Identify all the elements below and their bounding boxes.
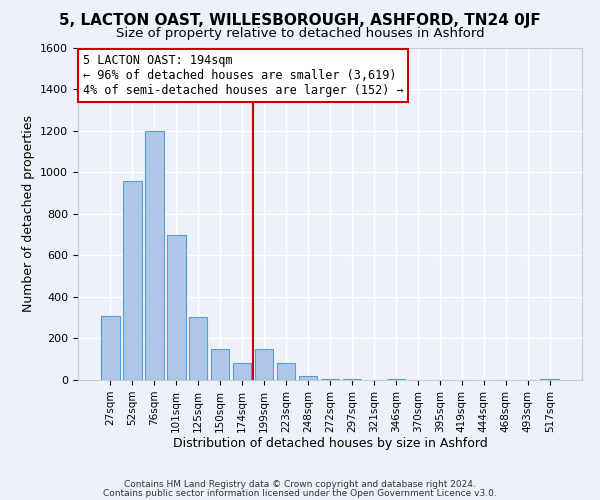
Bar	[167, 234, 185, 380]
Bar	[320, 379, 340, 380]
Text: Contains HM Land Registry data © Crown copyright and database right 2024.: Contains HM Land Registry data © Crown c…	[124, 480, 476, 489]
Y-axis label: Number of detached properties: Number of detached properties	[22, 116, 35, 312]
Bar	[386, 379, 405, 380]
Bar	[233, 364, 251, 380]
Bar	[255, 349, 274, 380]
Bar	[101, 316, 119, 380]
Bar	[299, 376, 317, 380]
Bar	[145, 130, 164, 380]
X-axis label: Distribution of detached houses by size in Ashford: Distribution of detached houses by size …	[173, 438, 487, 450]
Bar	[211, 349, 229, 380]
Bar	[277, 364, 295, 380]
Bar	[189, 316, 208, 380]
Bar	[541, 379, 559, 380]
Text: 5, LACTON OAST, WILLESBOROUGH, ASHFORD, TN24 0JF: 5, LACTON OAST, WILLESBOROUGH, ASHFORD, …	[59, 12, 541, 28]
Bar	[343, 379, 361, 380]
Text: Size of property relative to detached houses in Ashford: Size of property relative to detached ho…	[116, 28, 484, 40]
Bar	[123, 180, 142, 380]
Text: 5 LACTON OAST: 194sqm
← 96% of detached houses are smaller (3,619)
4% of semi-de: 5 LACTON OAST: 194sqm ← 96% of detached …	[83, 54, 404, 97]
Text: Contains public sector information licensed under the Open Government Licence v3: Contains public sector information licen…	[103, 488, 497, 498]
